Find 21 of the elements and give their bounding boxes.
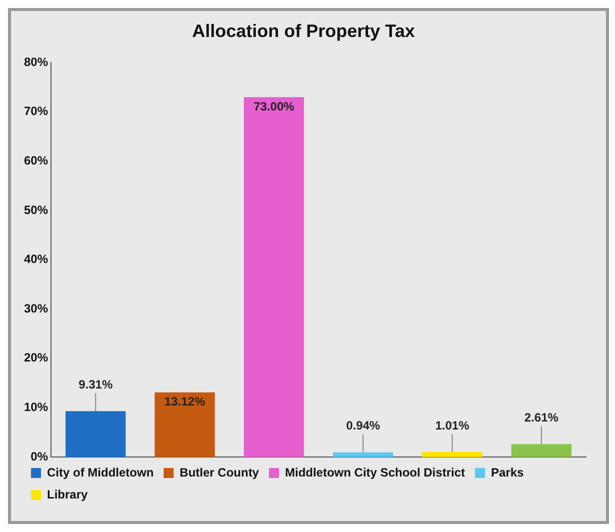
legend-label: Middletown City School District bbox=[284, 465, 465, 480]
chart-title: Allocation of Property Tax bbox=[192, 20, 415, 41]
y-tick-label: 20% bbox=[24, 350, 48, 365]
y-tick-label: 40% bbox=[24, 252, 48, 266]
legend-label: City of Middletown bbox=[47, 465, 154, 480]
y-tick-label: 50% bbox=[24, 202, 48, 217]
text: 9.31% bbox=[78, 377, 113, 392]
y-tick-label: 80% bbox=[24, 54, 48, 69]
y-tick-label: 0% bbox=[30, 449, 48, 464]
legend-label: Butler County bbox=[180, 465, 260, 480]
text: 0.94% bbox=[346, 418, 380, 433]
text: 73.00% bbox=[254, 99, 294, 114]
y-tick-label: 30% bbox=[24, 301, 48, 316]
y-tick-label: 70% bbox=[24, 104, 48, 118]
legend-label: Library bbox=[47, 487, 88, 502]
text: 2.61% bbox=[524, 410, 558, 424]
text: 13.12% bbox=[164, 394, 206, 409]
legend-label: Parks bbox=[490, 465, 524, 480]
y-tick-label: 10% bbox=[24, 400, 48, 414]
y-tick-label: 60% bbox=[24, 154, 48, 168]
text: 1.01% bbox=[435, 418, 470, 432]
